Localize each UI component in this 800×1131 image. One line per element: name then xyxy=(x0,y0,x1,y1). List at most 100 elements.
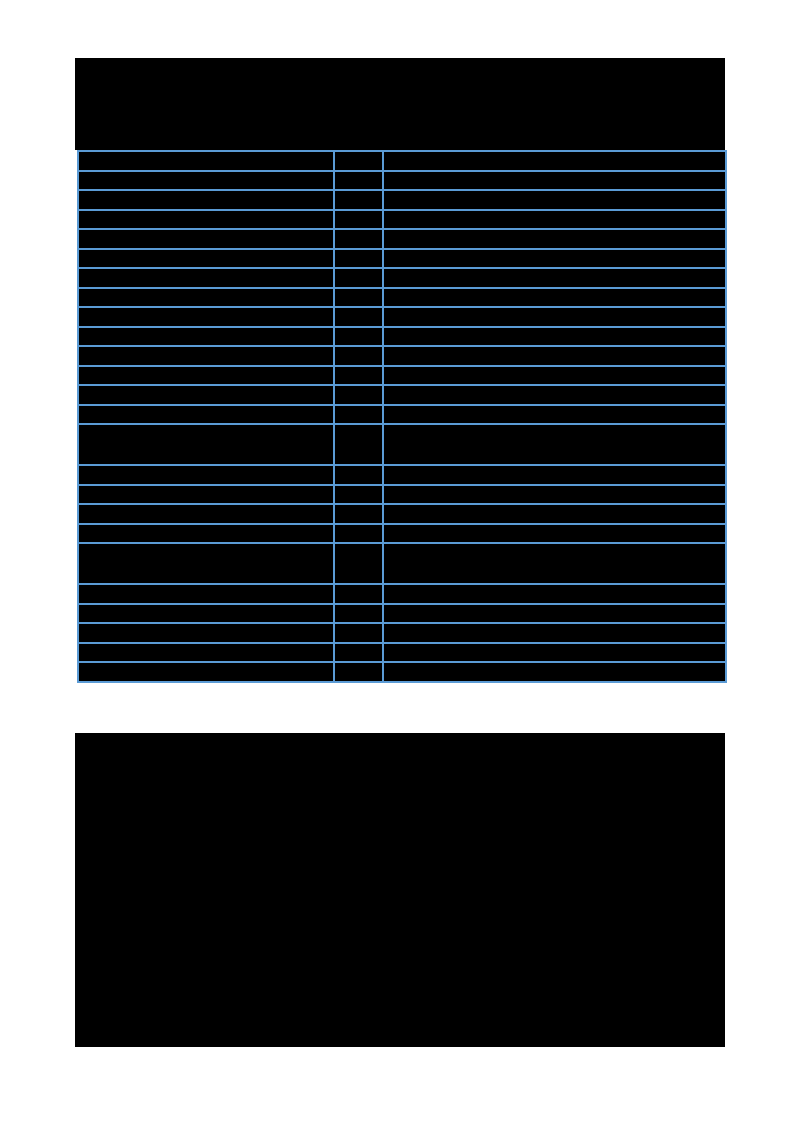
table-row xyxy=(77,622,727,644)
table-cell xyxy=(382,169,727,191)
table-cell xyxy=(77,247,335,269)
table-row xyxy=(77,464,727,486)
table-cell xyxy=(333,583,384,605)
table-cell xyxy=(77,423,335,466)
table-cell xyxy=(333,522,384,544)
table-cell xyxy=(77,483,335,505)
table-cell xyxy=(382,189,727,211)
table-cell xyxy=(77,583,335,605)
table-cell xyxy=(382,208,727,230)
table-cell xyxy=(77,325,335,347)
table-row xyxy=(77,583,727,605)
table-cell xyxy=(382,542,727,585)
table-cell xyxy=(333,661,384,683)
table-body xyxy=(77,150,727,683)
table-cell xyxy=(77,150,335,172)
table-cell xyxy=(333,384,384,406)
table-cell xyxy=(333,325,384,347)
content-table xyxy=(77,150,727,683)
table-cell xyxy=(77,169,335,191)
table-cell xyxy=(382,150,727,172)
redacted-footer-block xyxy=(75,733,725,1047)
table-row xyxy=(77,306,727,328)
table-row xyxy=(77,641,727,663)
table-cell xyxy=(333,267,384,289)
table-cell xyxy=(382,661,727,683)
table-cell xyxy=(333,189,384,211)
table-cell xyxy=(77,286,335,308)
table-cell xyxy=(77,542,335,585)
table-row xyxy=(77,228,727,250)
table-cell xyxy=(382,228,727,250)
table-cell xyxy=(333,622,384,644)
table-cell xyxy=(382,403,727,425)
table-cell xyxy=(333,364,384,386)
table-row xyxy=(77,267,727,289)
table-cell xyxy=(77,602,335,624)
table-cell xyxy=(77,384,335,406)
table-row xyxy=(77,384,727,406)
table-cell xyxy=(382,384,727,406)
table-cell xyxy=(77,661,335,683)
table-row xyxy=(77,542,727,585)
table-cell xyxy=(382,641,727,663)
table-cell xyxy=(333,247,384,269)
table-cell xyxy=(382,286,727,308)
table-cell xyxy=(77,622,335,644)
table-row xyxy=(77,189,727,211)
table-cell xyxy=(77,345,335,367)
table-row xyxy=(77,208,727,230)
table-row xyxy=(77,345,727,367)
table-cell xyxy=(77,208,335,230)
table-cell xyxy=(382,267,727,289)
table-cell xyxy=(382,483,727,505)
table-row xyxy=(77,364,727,386)
table-cell xyxy=(382,464,727,486)
table-cell xyxy=(333,286,384,308)
table-cell xyxy=(382,247,727,269)
table-cell xyxy=(382,364,727,386)
table-cell xyxy=(382,622,727,644)
table-cell xyxy=(333,542,384,585)
table-row xyxy=(77,602,727,624)
table-cell xyxy=(77,306,335,328)
table-row xyxy=(77,169,727,191)
table-cell xyxy=(77,364,335,386)
table-cell xyxy=(382,522,727,544)
table-cell xyxy=(333,483,384,505)
table-row xyxy=(77,403,727,425)
table-cell xyxy=(382,306,727,328)
table-cell xyxy=(77,228,335,250)
table-cell xyxy=(382,345,727,367)
table-cell xyxy=(333,602,384,624)
table-row xyxy=(77,325,727,347)
table-cell xyxy=(333,641,384,663)
table-cell xyxy=(382,583,727,605)
table-cell xyxy=(77,503,335,525)
table-cell xyxy=(333,228,384,250)
table-cell xyxy=(77,189,335,211)
table-cell xyxy=(77,641,335,663)
table-row xyxy=(77,661,727,683)
table-cell xyxy=(382,503,727,525)
table-cell xyxy=(333,423,384,466)
table-row xyxy=(77,483,727,505)
table-row xyxy=(77,286,727,308)
table-cell xyxy=(77,522,335,544)
table-cell xyxy=(333,503,384,525)
table-cell xyxy=(77,403,335,425)
table-row xyxy=(77,522,727,544)
table-row xyxy=(77,503,727,525)
table-cell xyxy=(77,464,335,486)
table-cell xyxy=(333,306,384,328)
table-row xyxy=(77,150,727,172)
table-row xyxy=(77,423,727,466)
table-cell xyxy=(333,464,384,486)
table-cell xyxy=(382,325,727,347)
table-cell xyxy=(382,602,727,624)
redacted-header-block xyxy=(75,58,725,150)
table-cell xyxy=(333,208,384,230)
table-cell xyxy=(333,150,384,172)
table-cell xyxy=(333,403,384,425)
